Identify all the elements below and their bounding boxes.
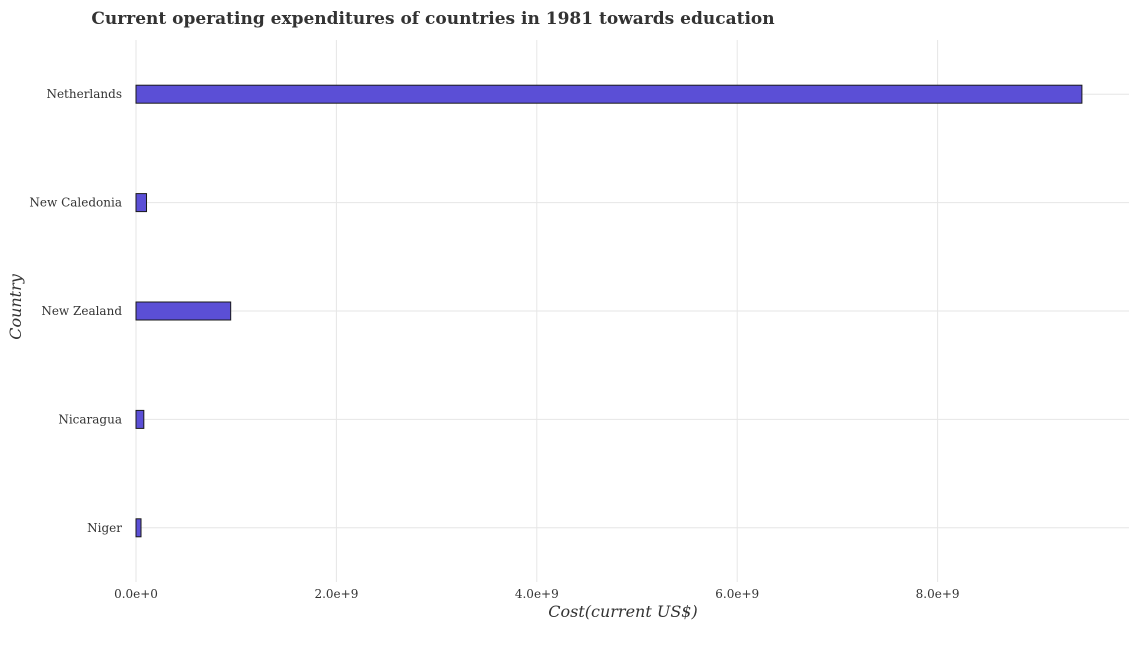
x-tick-label: 0.0e+0 <box>114 587 158 601</box>
bar-new-zealand <box>135 301 232 321</box>
x-tick-label: 6.0e+9 <box>715 587 759 601</box>
y-axis-label: Country <box>6 273 25 340</box>
grid <box>135 40 1129 582</box>
x-axis-label: Cost(current US$) <box>548 602 697 621</box>
bars <box>135 84 1083 538</box>
x-tick-label: 2.0e+9 <box>314 587 358 601</box>
bar-niger <box>135 518 142 538</box>
bar-netherlands <box>135 84 1083 104</box>
bar-new-caledonia <box>135 193 148 213</box>
y-tick-label: Netherlands <box>46 87 122 101</box>
x-tick-labels: 0.0e+0 2.0e+9 4.0e+9 6.0e+9 8.0e+9 <box>114 587 959 601</box>
y-tick-label: New Zealand <box>41 304 122 318</box>
chart-title: Current operating expenditures of countr… <box>91 9 774 29</box>
y-tick-labels: Netherlands New Caledonia New Zealand Nicar… <box>29 87 122 535</box>
x-tick-label: 8.0e+9 <box>916 587 960 601</box>
bar-nicaragua <box>135 409 145 429</box>
y-tick-label: Niger <box>87 521 122 535</box>
x-tick-label: 4.0e+9 <box>515 587 559 601</box>
y-tick-label: New Caledonia <box>29 196 122 210</box>
y-tick-label: Nicaragua <box>58 412 122 426</box>
